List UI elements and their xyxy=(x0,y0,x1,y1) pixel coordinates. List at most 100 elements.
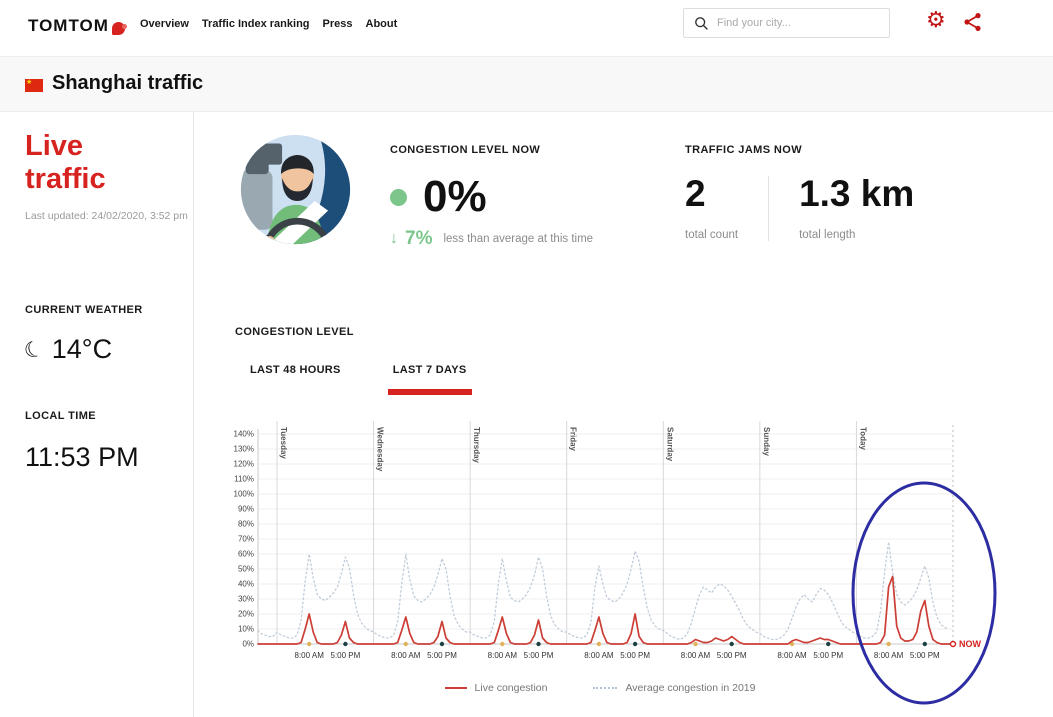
y-axis-tick: 110% xyxy=(234,475,254,484)
morning-tick-dot xyxy=(500,641,505,647)
y-axis-tick: 140% xyxy=(234,430,254,439)
traffic-jams-label: TRAFFIC JAMS NOW xyxy=(685,144,803,156)
live-traffic-heading: Live traffic xyxy=(25,130,106,196)
evening-tick-dot xyxy=(729,641,734,647)
average-line-swatch xyxy=(593,687,618,689)
evening-tick-dot xyxy=(536,641,541,647)
congestion-status-dot xyxy=(390,188,407,206)
main-nav: Overview Traffic Index ranking Press Abo… xyxy=(140,18,397,30)
x-axis-tick: 5:00 PM xyxy=(717,651,747,660)
congestion-section-heading: CONGESTION LEVEL xyxy=(235,326,354,338)
y-axis-tick: 70% xyxy=(238,535,254,544)
morning-tick-dot xyxy=(403,641,408,647)
legend-item-live: Live congestion xyxy=(444,682,548,694)
traffic-jams-now-block: TRAFFIC JAMS NOW 2 total count 1.3 km to… xyxy=(685,144,914,241)
evening-tick-dot xyxy=(343,641,348,647)
congestion-chart-svg[interactable]: 0% 10% 20% 30% 40% 50% 60% 70% 80% 90% 100% 110% 120… xyxy=(230,415,1040,667)
x-axis-tick: 8:00 AM xyxy=(874,651,904,660)
jam-length-value: 1.3 km xyxy=(799,173,915,214)
congestion-delta-value: 7% xyxy=(405,228,433,249)
evening-tick-dot xyxy=(826,641,831,647)
legend-item-average: Average congestion in 2019 xyxy=(593,682,755,694)
nav-item-overview[interactable]: Overview xyxy=(140,18,189,30)
y-axis-tick: 20% xyxy=(238,610,254,619)
jam-length-stat: 1.3 km total length xyxy=(799,173,915,241)
tomtom-logo[interactable]: TOMTOM xyxy=(28,16,127,36)
down-arrow-icon: ↓ xyxy=(390,230,398,247)
legend-live-label: Live congestion xyxy=(474,682,548,694)
y-axis-tick: 0% xyxy=(242,640,254,649)
evening-tick-dot xyxy=(632,641,638,647)
sidebar: Live traffic Last updated: 24/02/2020, 3… xyxy=(0,112,194,717)
day-label: Today xyxy=(858,427,867,451)
day-label: Tuesday xyxy=(279,427,288,459)
y-axis-tick: 40% xyxy=(238,580,254,589)
settings-gear-icon[interactable]: ⚙ xyxy=(926,7,946,32)
jam-count-label: total count xyxy=(685,228,739,241)
local-time-value: 11:53 PM xyxy=(25,442,139,472)
jam-length-label: total length xyxy=(799,228,856,241)
morning-tick-dot xyxy=(789,641,795,647)
last-updated-text: Last updated: 24/02/2020, 3:52 pm xyxy=(25,210,188,222)
live-congestion-line xyxy=(257,575,954,645)
congestion-chart: 0% 10% 20% 30% 40% 50% 60% 70% 80% 90% 100% 110% 120… xyxy=(230,415,1040,667)
jam-count-value: 2 xyxy=(685,173,706,214)
y-axis-tick: 30% xyxy=(238,595,254,604)
nav-item-press[interactable]: Press xyxy=(322,18,353,30)
city-search-box[interactable] xyxy=(683,8,890,38)
day-label: Sunday xyxy=(762,427,771,456)
share-icon[interactable] xyxy=(963,12,983,32)
x-axis-tick: 8:00 AM xyxy=(391,651,421,660)
x-axis-tick: 5:00 PM xyxy=(331,651,361,660)
y-axis-tick: 130% xyxy=(234,445,254,454)
x-axis-tick: 5:00 PM xyxy=(910,651,940,660)
morning-tick-dot xyxy=(693,641,698,647)
china-flag-icon: ★ xyxy=(25,79,43,92)
nav-item-about[interactable]: About xyxy=(365,18,398,30)
congestion-level-now-block: CONGESTION LEVEL NOW 0% ↓ 7% less than a… xyxy=(390,144,593,250)
y-axis-tick: 10% xyxy=(238,625,254,634)
tomtom-logo-mark-icon xyxy=(111,21,127,35)
chart-legend: Live congestion Average congestion in 20… xyxy=(230,682,970,694)
legend-average-label: Average congestion in 2019 xyxy=(625,682,756,694)
x-axis-tick: 8:00 AM xyxy=(295,651,325,660)
current-weather-label: CURRENT WEATHER xyxy=(25,304,143,316)
now-label: NOW xyxy=(959,639,982,649)
congestion-now-value: 0% xyxy=(423,172,487,221)
local-time-label: LOCAL TIME xyxy=(25,410,97,422)
chart-range-tabs: LAST 48 HOURS LAST 7 DAYS xyxy=(245,364,472,395)
y-axis-tick: 100% xyxy=(234,490,254,499)
stat-divider xyxy=(768,176,770,241)
x-axis-tick: 8:00 AM xyxy=(488,651,518,660)
y-axis-tick: 50% xyxy=(238,565,254,574)
congestion-now-label: CONGESTION LEVEL NOW xyxy=(390,144,541,156)
weather-row: ☾ 14°C xyxy=(20,334,113,365)
tab-last-7-days[interactable]: LAST 7 DAYS xyxy=(387,364,472,395)
driver-avatar-illustration xyxy=(240,134,351,245)
y-axis-tick: 120% xyxy=(234,460,254,469)
jam-count-stat: 2 total count xyxy=(685,173,739,241)
page-title: Shanghai traffic xyxy=(52,72,204,94)
now-marker xyxy=(949,640,957,648)
tab-last-48-hours[interactable]: LAST 48 HOURS xyxy=(250,364,341,376)
live-line-swatch xyxy=(444,687,467,689)
x-axis-tick: 5:00 PM xyxy=(620,651,650,660)
moon-icon: ☾ xyxy=(20,334,47,364)
day-label: Friday xyxy=(569,427,578,452)
evening-tick-dot xyxy=(439,641,445,647)
temperature-value: 14°C xyxy=(51,334,113,364)
x-axis-tick: 5:00 PM xyxy=(427,651,457,660)
average-congestion-line xyxy=(257,541,950,641)
y-axis-tick: 60% xyxy=(238,550,254,559)
day-label: Saturday xyxy=(665,427,674,462)
morning-tick-dot xyxy=(886,641,891,647)
search-input[interactable] xyxy=(717,17,867,29)
search-icon xyxy=(695,16,708,30)
nav-item-traffic-index-ranking[interactable]: Traffic Index ranking xyxy=(201,18,310,30)
tomtom-logo-text: TOMTOM xyxy=(28,16,109,35)
day-label: Thursday xyxy=(472,427,481,464)
y-axis-tick: 80% xyxy=(238,520,254,529)
x-axis-tick: 5:00 PM xyxy=(813,651,843,660)
morning-tick-dot xyxy=(596,641,602,647)
x-axis-tick: 5:00 PM xyxy=(524,651,554,660)
